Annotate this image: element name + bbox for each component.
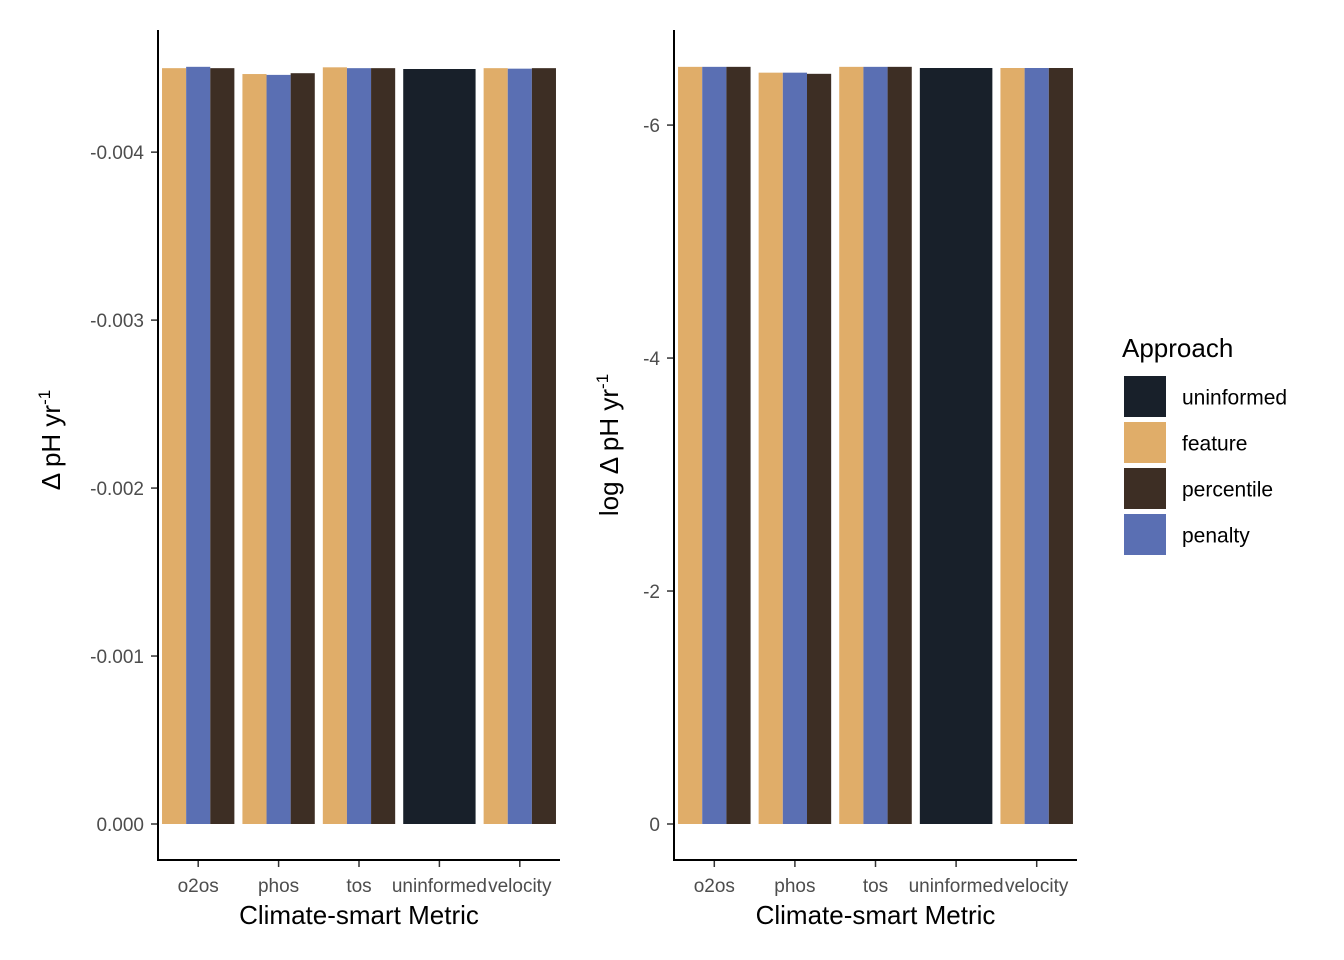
bar-velocity-feature (483, 68, 508, 824)
bar-o2os-penalty (186, 66, 211, 824)
bar-phos-penalty (266, 74, 291, 824)
bar-tos-percentile (887, 66, 912, 825)
legend-label-percentile: percentile (1182, 479, 1273, 502)
x-tick-label-uninformed: uninformed (392, 876, 487, 897)
x-tick-label-phos: phos (774, 876, 815, 897)
bar-tos-penalty (863, 66, 888, 825)
legend-swatch-uninformed (1124, 376, 1166, 417)
y-axis-title: log Δ pH yr-1 (593, 374, 624, 516)
legend-label-feature: feature (1182, 433, 1247, 456)
bar-o2os-percentile (726, 66, 751, 825)
bar-tos-feature (839, 66, 864, 825)
y-tick-label: -0.002 (90, 479, 144, 500)
bar-velocity-penalty (507, 68, 532, 824)
bar-uninformed-uninformed (919, 68, 993, 824)
x-axis-title: Climate-smart Metric (239, 900, 479, 930)
legend-label-uninformed: uninformed (1182, 387, 1287, 410)
bar-uninformed-uninformed (403, 69, 476, 824)
bar-o2os-feature (162, 68, 187, 824)
bar-tos-percentile (371, 68, 396, 824)
legend: Approach uninformed feature percentile pena… (1122, 333, 1287, 555)
bar-phos-percentile (806, 73, 832, 824)
x-tick-label-o2os: o2os (178, 876, 219, 897)
bar-velocity-penalty (1024, 68, 1049, 824)
bar-velocity-feature (1000, 68, 1025, 824)
x-tick-label-o2os: o2os (694, 876, 735, 897)
bar-velocity-percentile (1048, 68, 1073, 824)
bar-tos-feature (322, 67, 347, 824)
bar-o2os-feature (678, 66, 703, 825)
left-chart-panel: o2os phos tos uninformed velocity 0.000 -0.001… (35, 30, 560, 930)
x-tick-label-phos: phos (258, 876, 299, 897)
x-tick-label-tos: tos (346, 876, 371, 897)
bar-phos-feature (242, 74, 267, 825)
y-tick-label: -0.003 (90, 311, 144, 332)
bar-phos-feature (758, 72, 783, 824)
legend-swatch-percentile (1124, 468, 1166, 509)
bar-tos-penalty (346, 68, 372, 824)
right-chart-panel: o2os phos tos uninformed velocity 0 -2 -4 -6 Clim… (593, 30, 1077, 930)
x-tick-label-velocity: velocity (488, 876, 552, 897)
bar-phos-penalty (782, 72, 807, 824)
bar-phos-percentile (290, 73, 315, 824)
y-tick-label: 0 (649, 815, 660, 836)
x-axis-title: Climate-smart Metric (756, 900, 996, 930)
y-tick-label: -0.001 (90, 647, 144, 668)
legend-title: Approach (1122, 333, 1233, 363)
legend-label-penalty: penalty (1182, 525, 1250, 548)
bar-velocity-percentile (531, 68, 556, 824)
y-tick-label: -2 (643, 582, 660, 603)
y-axis-title: Δ pH yr-1 (35, 390, 66, 490)
y-tick-label: -0.004 (90, 143, 144, 164)
y-tick-label: -6 (643, 116, 660, 137)
legend-swatch-penalty (1124, 514, 1166, 555)
x-tick-label-velocity: velocity (1005, 876, 1069, 897)
bar-o2os-penalty (702, 66, 727, 825)
x-tick-label-tos: tos (863, 876, 888, 897)
x-tick-label-uninformed: uninformed (909, 876, 1004, 897)
y-tick-label: -4 (643, 349, 660, 370)
y-tick-label: 0.000 (96, 815, 144, 836)
legend-swatch-feature (1124, 422, 1166, 463)
bar-o2os-percentile (210, 68, 235, 824)
